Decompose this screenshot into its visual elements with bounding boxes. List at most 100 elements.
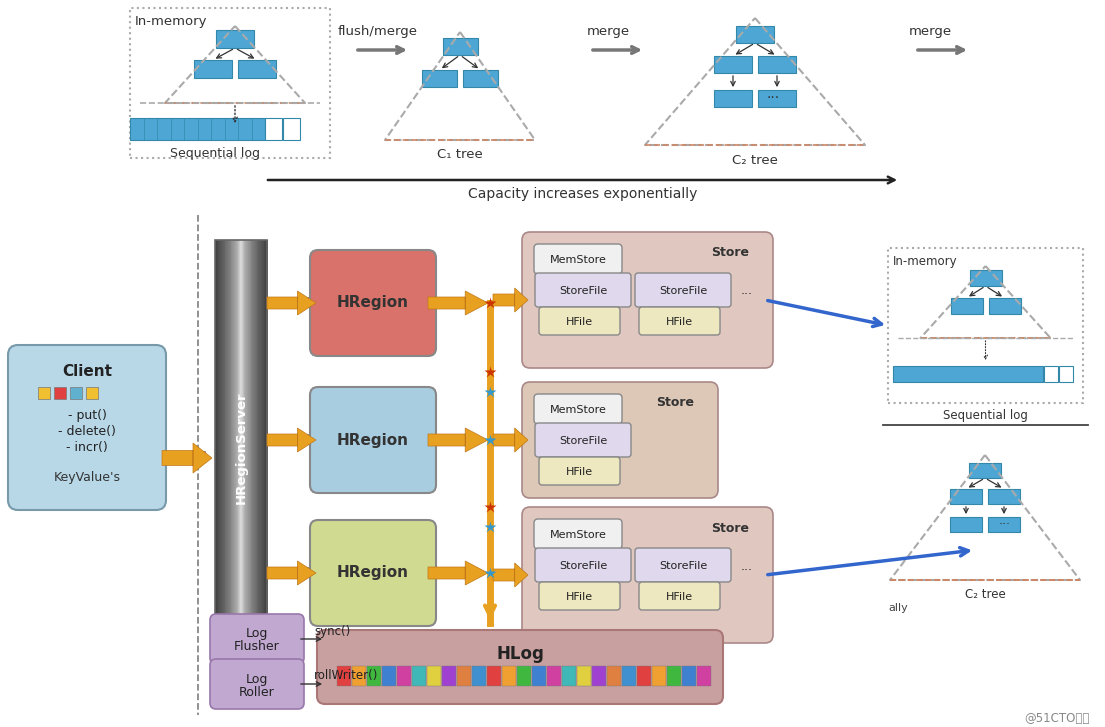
Polygon shape	[428, 561, 488, 585]
Bar	[950, 298, 982, 314]
Text: ...: ...	[767, 87, 779, 101]
Bar	[229, 240, 230, 655]
Bar	[256, 240, 257, 655]
Bar	[240, 240, 242, 655]
Bar	[221, 240, 222, 655]
Bar	[223, 240, 225, 655]
Bar	[736, 26, 774, 43]
FancyBboxPatch shape	[522, 382, 718, 498]
Bar	[219, 240, 221, 655]
Bar	[449, 434, 459, 444]
Bar	[969, 270, 1001, 286]
Text: MemStore: MemStore	[549, 255, 607, 265]
Bar	[288, 297, 298, 307]
Bar	[235, 240, 236, 655]
Polygon shape	[267, 291, 316, 315]
Text: StoreFile: StoreFile	[559, 286, 607, 296]
Bar	[652, 666, 666, 686]
Bar	[514, 294, 524, 304]
Bar	[427, 666, 441, 686]
Bar	[241, 240, 242, 655]
Text: Log: Log	[245, 672, 269, 686]
FancyBboxPatch shape	[534, 244, 622, 274]
Bar	[232, 240, 233, 655]
Bar	[218, 240, 219, 655]
Bar	[254, 240, 255, 655]
Text: KeyValue's: KeyValue's	[53, 470, 120, 483]
Bar	[888, 248, 1083, 403]
Bar	[636, 666, 651, 686]
Bar	[412, 666, 427, 686]
Bar	[238, 60, 276, 78]
Bar	[465, 567, 475, 577]
Bar	[228, 240, 230, 655]
Text: Store: Store	[711, 246, 749, 260]
Bar	[337, 666, 351, 686]
Bar	[422, 70, 457, 87]
Bar	[239, 240, 240, 655]
Bar	[758, 56, 796, 73]
Text: Flusher: Flusher	[234, 640, 280, 654]
Bar	[264, 240, 266, 655]
FancyBboxPatch shape	[535, 548, 631, 582]
Polygon shape	[428, 428, 488, 452]
Bar	[288, 567, 298, 577]
Bar	[714, 56, 753, 73]
Bar	[502, 666, 516, 686]
Bar	[382, 666, 396, 686]
Text: HFile: HFile	[665, 317, 693, 327]
Text: In-memory: In-memory	[135, 15, 208, 28]
Polygon shape	[428, 291, 488, 315]
Bar	[283, 118, 299, 140]
Bar	[969, 463, 1001, 478]
FancyBboxPatch shape	[635, 273, 732, 307]
Text: merge: merge	[908, 25, 951, 39]
Text: Store: Store	[656, 396, 694, 409]
Text: @51CTO博客: @51CTO博客	[1024, 712, 1090, 725]
Bar	[272, 434, 282, 444]
FancyBboxPatch shape	[311, 250, 436, 356]
Text: HRegion: HRegion	[337, 566, 409, 580]
Text: In-memory: In-memory	[893, 254, 958, 268]
FancyBboxPatch shape	[539, 457, 620, 485]
FancyBboxPatch shape	[534, 519, 622, 549]
Bar	[245, 240, 246, 655]
Bar	[252, 240, 254, 655]
Bar	[532, 666, 546, 686]
Bar	[265, 240, 266, 655]
Bar	[465, 434, 475, 444]
Text: - delete(): - delete()	[59, 425, 116, 438]
Bar	[498, 434, 508, 444]
Bar	[217, 240, 218, 655]
FancyBboxPatch shape	[639, 307, 720, 335]
Bar	[622, 666, 636, 686]
Text: StoreFile: StoreFile	[559, 561, 607, 571]
Bar	[248, 240, 250, 655]
Bar	[248, 240, 249, 655]
Bar	[219, 240, 220, 655]
Text: Sequential log: Sequential log	[943, 409, 1028, 422]
Bar	[236, 240, 238, 655]
FancyBboxPatch shape	[311, 520, 436, 626]
Text: C₁ tree: C₁ tree	[438, 148, 483, 161]
Polygon shape	[493, 563, 528, 587]
Bar	[472, 666, 486, 686]
Text: ally: ally	[888, 603, 907, 613]
Bar	[263, 240, 265, 655]
Bar	[70, 387, 82, 399]
Bar	[697, 666, 711, 686]
Bar	[228, 240, 229, 655]
Text: MemStore: MemStore	[549, 405, 607, 415]
Polygon shape	[493, 288, 528, 312]
Bar	[194, 451, 206, 461]
Text: ...: ...	[741, 284, 753, 297]
Text: C₂ tree: C₂ tree	[965, 587, 1006, 601]
Bar	[230, 240, 231, 655]
Bar	[714, 90, 753, 107]
Bar	[243, 240, 245, 655]
Bar	[463, 70, 498, 87]
Bar	[433, 434, 443, 444]
Polygon shape	[267, 561, 316, 585]
Polygon shape	[162, 443, 212, 473]
Text: Store: Store	[711, 521, 749, 534]
